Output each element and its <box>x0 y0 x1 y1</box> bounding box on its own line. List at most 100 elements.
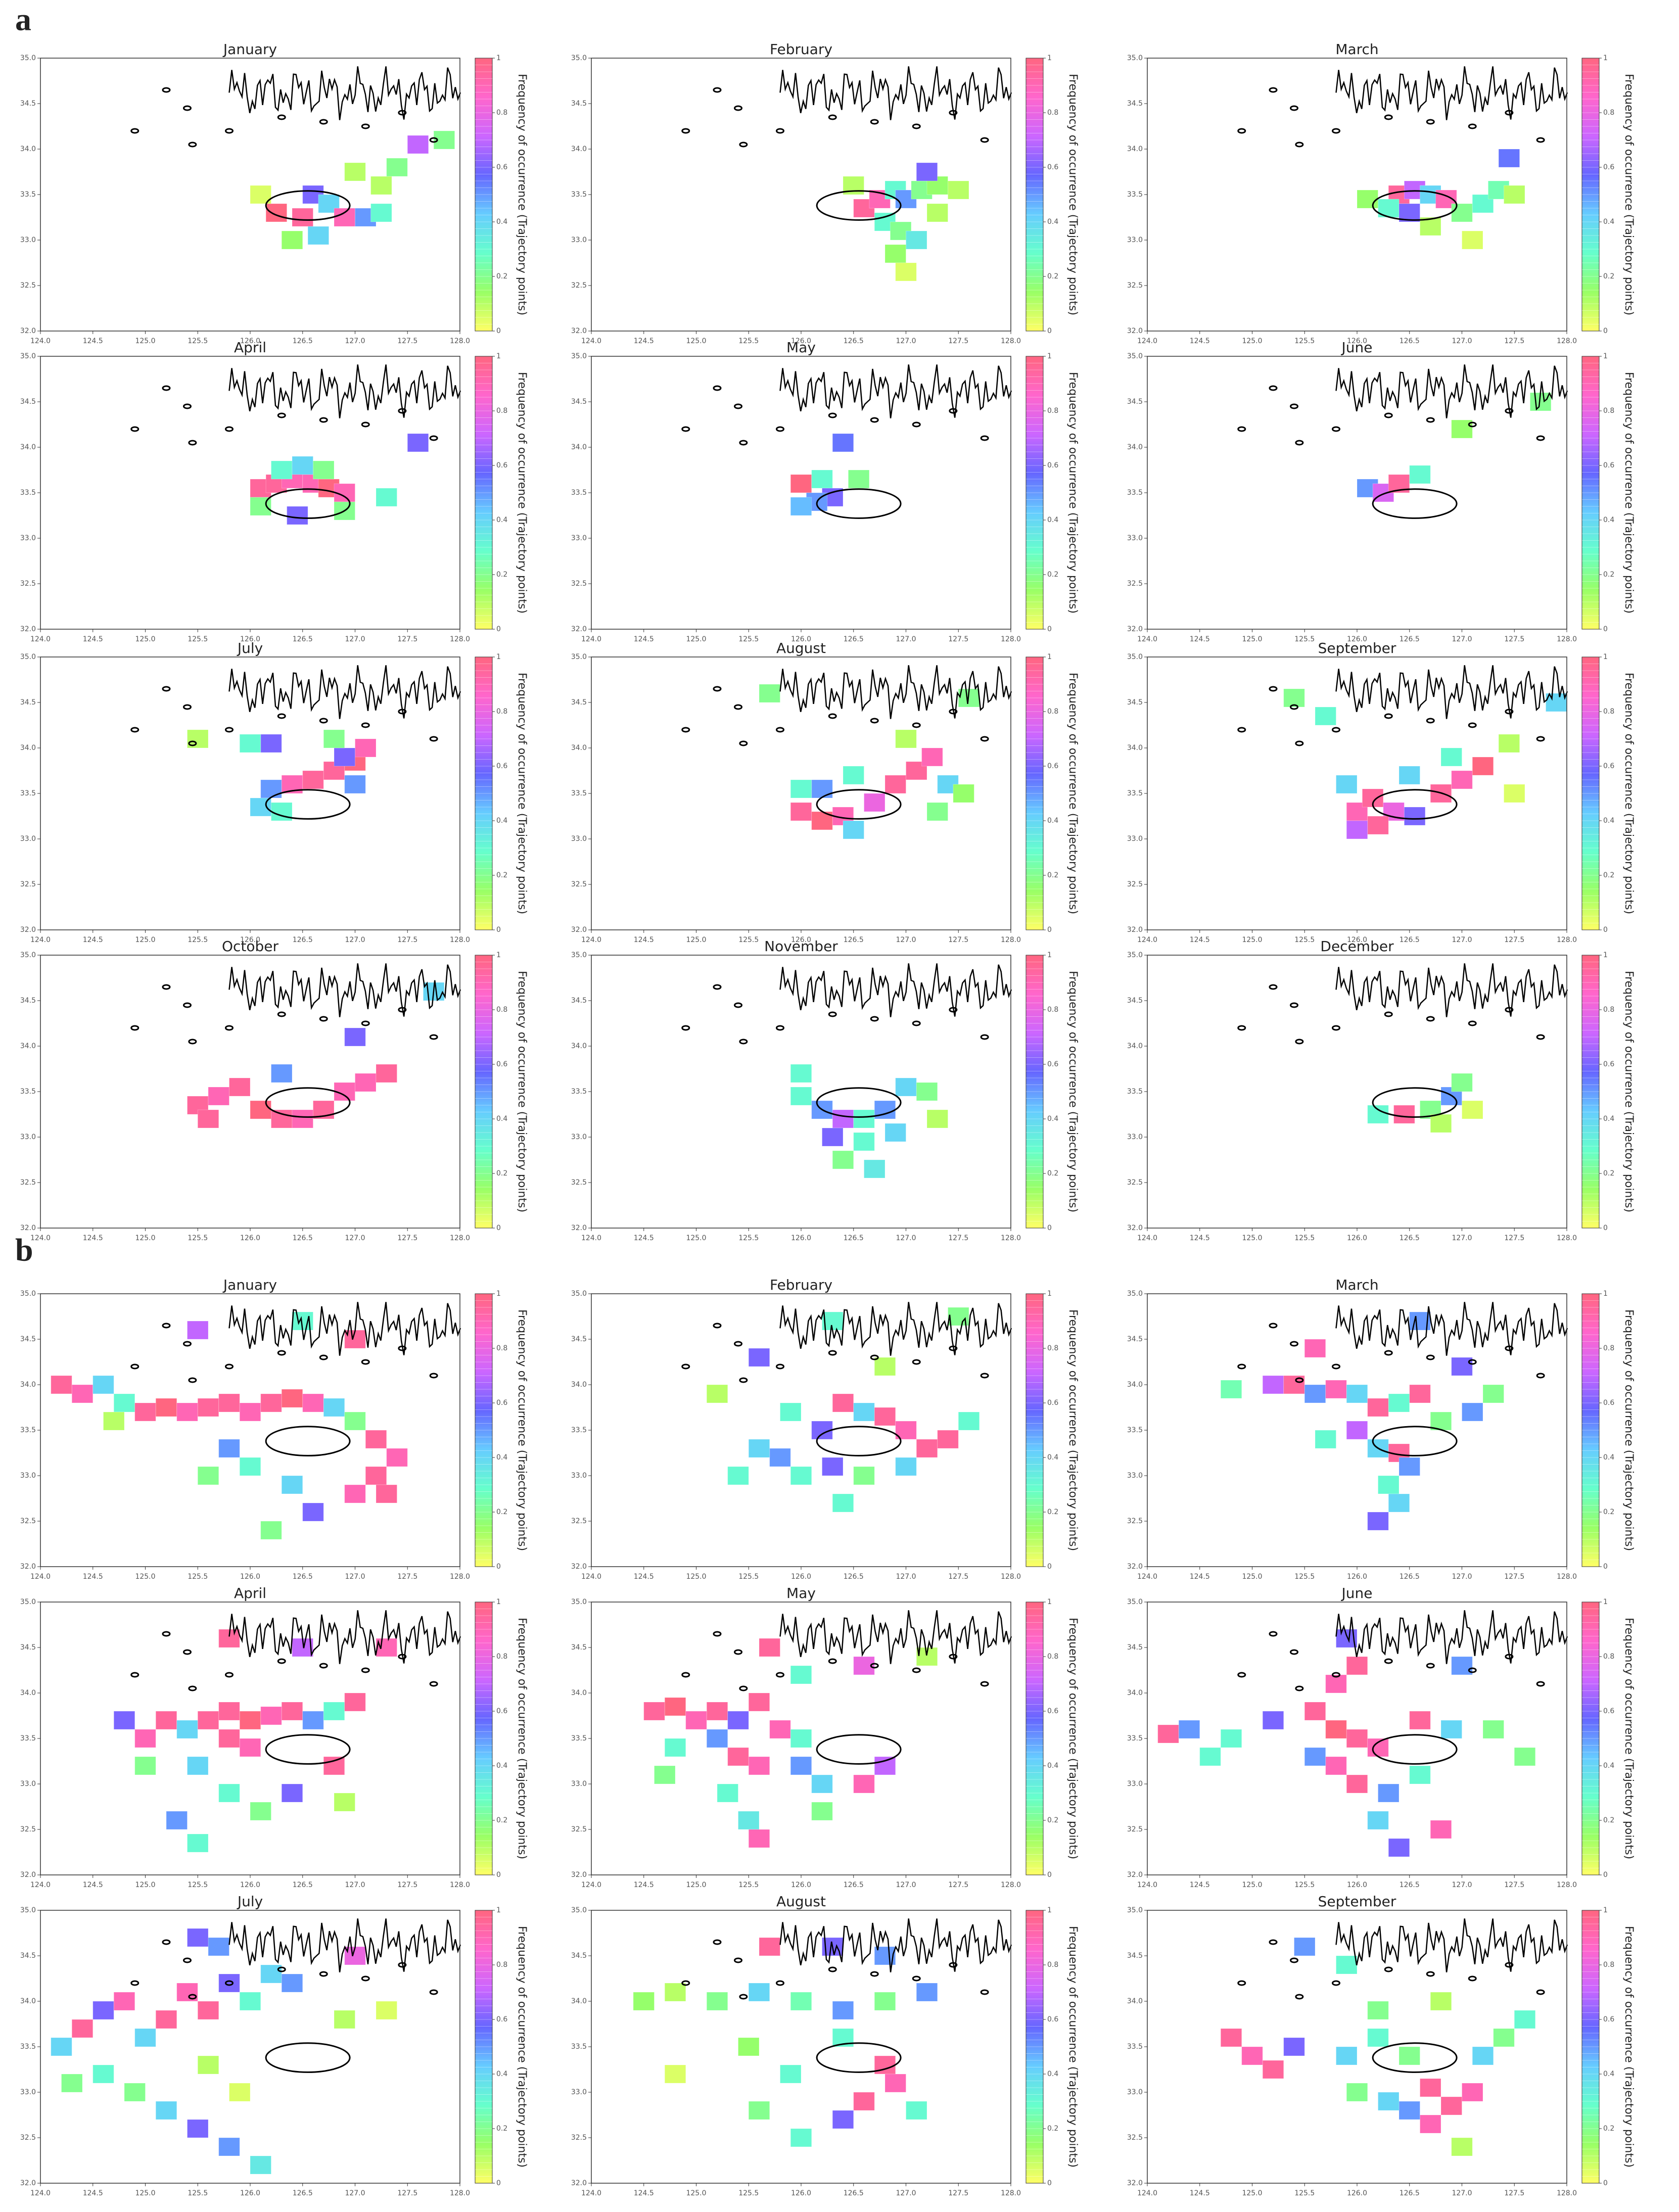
colorbar-tick-label: 0.2 <box>1603 1169 1614 1178</box>
x-tick-label: 126.5 <box>293 1234 313 1242</box>
x-tick-label: 124.0 <box>30 1573 51 1581</box>
plot-frame <box>1147 955 1567 1229</box>
x-tick-label: 124.5 <box>83 2189 103 2197</box>
y-tick-label: 32.5 <box>571 281 587 290</box>
heat-cell <box>790 1087 812 1106</box>
y-tick-label: 33.0 <box>20 2088 36 2096</box>
y-tick-label: 35.0 <box>20 1906 36 1914</box>
island <box>980 736 989 742</box>
island <box>1426 119 1435 125</box>
heat-cell <box>759 1937 780 1956</box>
x-tick-label: 125.5 <box>1294 1573 1315 1581</box>
y-tick-label: 33.5 <box>20 191 36 199</box>
island <box>713 385 722 391</box>
x-tick-label: 127.0 <box>896 2189 916 2197</box>
island <box>776 128 784 134</box>
x-tick-label: 124.0 <box>1137 635 1157 643</box>
heat-cell <box>355 738 377 758</box>
island <box>188 142 197 148</box>
colorbar-tick-label: 0.4 <box>1603 2070 1614 2078</box>
y-tick-label: 33.0 <box>20 1472 36 1480</box>
colorbar-tick-label: 0.8 <box>1603 1006 1614 1014</box>
colorbar-tick-label: 0.8 <box>496 1344 507 1352</box>
y-tick-label: 34.5 <box>20 698 36 707</box>
island <box>912 1975 921 1982</box>
island <box>1536 1373 1545 1379</box>
y-tick-label: 32.5 <box>1127 1179 1143 1187</box>
panel-title: July <box>237 1893 263 1910</box>
heat-cell <box>355 1073 377 1092</box>
colorbar-tick-label: 0.2 <box>1603 1816 1614 1824</box>
panel-title: May <box>786 1585 816 1602</box>
heat-cell <box>197 2001 219 2020</box>
x-tick-label: 126.0 <box>791 635 811 643</box>
y-tick-label: 32.0 <box>20 1563 36 1571</box>
colorbar-label: Frequency of occurrence (Trajectory poin… <box>1066 673 1079 914</box>
colorbar-tick-label: 0.4 <box>496 1762 507 1770</box>
x-tick-label: 126.0 <box>1347 936 1367 944</box>
heat-cell <box>748 1756 770 1775</box>
island <box>870 718 879 724</box>
heat-cell <box>1346 1729 1368 1748</box>
colorbar-tick-label: 0.2 <box>1603 272 1614 280</box>
heat-cell <box>176 1720 198 1739</box>
island <box>1295 1377 1304 1383</box>
heat-cell <box>1346 1384 1368 1403</box>
heat-cell <box>334 2010 355 2029</box>
panel: June 124.0 124.5 125.0 125.5 126.0 126.5 127.0 1… <box>1127 339 1635 643</box>
heat-cell <box>1398 1457 1420 1476</box>
colorbar-label: Frequency of occurrence (Trajectory poin… <box>516 74 528 315</box>
jeju-island <box>1372 2042 1458 2073</box>
heat-cell <box>1498 149 1520 168</box>
colorbar-label: Frequency of occurrence (Trajectory poin… <box>1066 1618 1079 1859</box>
colorbar-label: Frequency of occurrence (Trajectory poin… <box>516 1309 528 1551</box>
heat-cell <box>1346 1421 1368 1440</box>
heat-cell <box>853 1132 875 1151</box>
y-tick-label: 32.0 <box>20 327 36 335</box>
island <box>776 426 784 432</box>
island <box>183 1002 192 1008</box>
x-tick-label: 125.0 <box>1242 936 1262 944</box>
y-tick-label: 33.5 <box>20 789 36 797</box>
colorbar-tick-label: 0.4 <box>1603 1115 1614 1123</box>
colorbar-tick-label: 1 <box>1047 1290 1052 1298</box>
jeju-island <box>265 488 351 519</box>
island <box>225 1025 234 1031</box>
heat-cell <box>239 1992 261 2011</box>
island <box>1505 408 1514 414</box>
island <box>980 435 989 441</box>
island <box>319 1663 328 1669</box>
x-tick-label: 126.0 <box>791 1881 811 1889</box>
colorbar-tick-label: 0.4 <box>496 817 507 825</box>
heat-cell <box>953 784 974 803</box>
x-tick-label: 125.0 <box>135 936 155 944</box>
x-tick-label: 125.0 <box>135 337 155 345</box>
y-tick-label: 33.5 <box>1127 489 1143 497</box>
colorbar-label: Frequency of occurrence (Trajectory poin… <box>1622 673 1635 914</box>
colorbar-tick-label: 0 <box>496 1224 501 1232</box>
island <box>828 713 837 719</box>
heat-cell <box>811 1774 833 1794</box>
panel-title: January <box>222 1277 277 1293</box>
island <box>828 1966 837 1972</box>
colorbar-tick-label: 1 <box>1047 352 1052 360</box>
island <box>1468 1975 1477 1982</box>
y-tick-label: 34.0 <box>20 1997 36 2005</box>
heat-cell <box>1462 1100 1483 1119</box>
colorbar <box>1581 58 1600 332</box>
heat-cell <box>832 433 854 452</box>
x-tick-label: 125.5 <box>1294 936 1315 944</box>
island <box>319 417 328 423</box>
x-tick-label: 124.5 <box>83 1234 103 1242</box>
heat-cell <box>884 244 906 263</box>
island <box>739 440 748 446</box>
y-tick-label: 33.0 <box>20 534 36 542</box>
x-tick-label: 126.0 <box>791 1234 811 1242</box>
x-tick-label: 124.5 <box>634 1573 654 1581</box>
heat-cell <box>1430 1820 1452 1839</box>
island <box>681 426 690 432</box>
panel-title: June <box>1341 1585 1373 1602</box>
island <box>1536 137 1545 143</box>
heat-cell <box>1451 2137 1473 2156</box>
x-tick-label: 127.0 <box>345 337 365 345</box>
